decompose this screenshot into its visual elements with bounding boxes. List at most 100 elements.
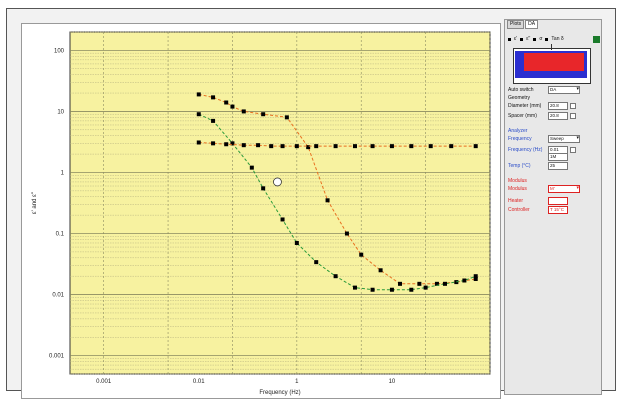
spacer-row: Spacer (mm) 20.8: [508, 112, 576, 120]
data-point[interactable]: [449, 144, 454, 149]
data-point[interactable]: [389, 287, 394, 292]
data-point[interactable]: [241, 143, 246, 148]
plot-area: 100 10 1 0.1 0.01 0.001 0.001 0.01 1 10 Frequency …: [21, 23, 501, 399]
y-tick-label: 0.001: [49, 354, 65, 360]
diameter-field[interactable]: 20.8: [548, 102, 568, 110]
data-point[interactable]: [359, 252, 364, 257]
spacer-label: Spacer (mm): [508, 113, 537, 119]
analyzer-mode-select[interactable]: Sweep: [548, 135, 580, 143]
geometry-heading: Geometry: [508, 95, 530, 101]
data-point[interactable]: [423, 285, 428, 290]
data-point[interactable]: [224, 142, 229, 147]
frequency-field-2[interactable]: 1M: [548, 153, 568, 161]
temp-label: Temp (°C): [508, 163, 531, 169]
x-tick-label: 10: [389, 379, 396, 385]
analyzer-heading: Analyzer: [508, 128, 528, 134]
data-point[interactable]: [211, 95, 216, 100]
data-point[interactable]: [378, 268, 383, 273]
auto-switch-label: Auto switch: [508, 87, 534, 93]
x-tick-label: 0.001: [96, 379, 112, 385]
data-point[interactable]: [370, 144, 375, 149]
series-legend: ε' ε'' σ Tan δ: [508, 34, 600, 44]
legend-eps-prime[interactable]: ε': [514, 36, 518, 42]
plot-background: [69, 31, 491, 375]
panel-tabs: Plots DA: [507, 20, 539, 29]
data-point[interactable]: [397, 281, 402, 286]
data-point[interactable]: [261, 186, 266, 191]
data-point[interactable]: [462, 278, 467, 283]
data-point[interactable]: [352, 285, 357, 290]
modulus-mode-select[interactable]: M': [548, 185, 580, 193]
data-point[interactable]: [325, 198, 330, 203]
data-point[interactable]: [473, 276, 478, 281]
data-point[interactable]: [344, 231, 349, 236]
data-point[interactable]: [314, 260, 319, 265]
data-point[interactable]: [211, 141, 216, 146]
data-point[interactable]: [280, 144, 285, 149]
data-point[interactable]: [249, 165, 254, 170]
tab-plots[interactable]: Plots: [507, 20, 525, 29]
y-tick-label: 10: [57, 109, 64, 115]
data-point[interactable]: [352, 144, 357, 149]
data-point[interactable]: [230, 104, 235, 109]
data-point[interactable]: [294, 144, 299, 149]
temp-row: Temp (°C) 25: [508, 162, 568, 170]
legend-marker: [520, 37, 524, 41]
temp-field[interactable]: 25: [548, 162, 568, 170]
y-axis-label: ε' and ε'': [32, 192, 38, 214]
data-point[interactable]: [196, 140, 201, 145]
dielectric-chart[interactable]: 100 10 1 0.1 0.01 0.001 0.001 0.01 1 10 Frequency …: [22, 24, 500, 398]
controller-field[interactable]: T 15°C: [548, 206, 568, 214]
data-point[interactable]: [409, 144, 414, 149]
data-point[interactable]: [211, 118, 216, 123]
data-point[interactable]: [284, 115, 289, 120]
diameter-label: Diameter (mm): [508, 103, 542, 109]
tab-da[interactable]: DA: [525, 20, 539, 29]
data-point[interactable]: [314, 144, 319, 149]
data-point[interactable]: [280, 217, 285, 222]
modulus-heading: Modulus: [508, 178, 527, 184]
legend-sigma[interactable]: σ: [539, 36, 543, 42]
data-point[interactable]: [333, 274, 338, 279]
data-point[interactable]: [224, 100, 229, 105]
data-point[interactable]: [473, 144, 478, 149]
controller-label: Controller: [508, 207, 530, 213]
spacer-field[interactable]: 20.8: [548, 112, 568, 120]
analyzer-mode-label: Frequency: [508, 136, 532, 142]
data-point[interactable]: [434, 281, 439, 286]
data-point[interactable]: [256, 143, 261, 148]
data-point[interactable]: [333, 144, 338, 149]
auto-switch-select[interactable]: DA: [548, 86, 580, 94]
data-point[interactable]: [417, 281, 422, 286]
data-point[interactable]: [473, 274, 478, 279]
frequency-checkbox[interactable]: [570, 147, 576, 153]
data-point[interactable]: [294, 240, 299, 245]
modulus-mode-row: Modulus M': [508, 185, 580, 193]
data-point[interactable]: [306, 145, 311, 150]
data-point[interactable]: [370, 287, 375, 292]
heater-field[interactable]: [548, 197, 568, 205]
data-point[interactable]: [241, 109, 246, 114]
data-point[interactable]: [261, 112, 266, 117]
y-tick-label: 0.1: [56, 232, 65, 238]
data-point[interactable]: [269, 144, 274, 149]
heater-label: Heater: [508, 198, 524, 204]
legend-eps-double-prime[interactable]: ε'': [526, 36, 531, 42]
data-point[interactable]: [409, 287, 414, 292]
data-point[interactable]: [428, 144, 433, 149]
legend-tan-delta[interactable]: Tan δ: [551, 36, 564, 42]
legend-marker: [533, 37, 537, 41]
data-point[interactable]: [196, 92, 201, 97]
sample-stem: [551, 44, 552, 50]
sample-material: [524, 53, 584, 71]
data-point[interactable]: [196, 112, 201, 117]
data-point[interactable]: [442, 281, 447, 286]
sample-visualization: [513, 44, 591, 84]
controller-row: Controller T 15°C: [508, 206, 568, 214]
data-point[interactable]: [230, 141, 235, 146]
control-panel: Plots DA ε' ε'' σ Tan δ Auto switch DA G…: [504, 19, 602, 395]
spacer-checkbox[interactable]: [570, 113, 576, 119]
diameter-checkbox[interactable]: [570, 103, 576, 109]
application-window: 100 10 1 0.1 0.01 0.001 0.001 0.01 1 10 Frequency …: [6, 8, 616, 399]
data-point[interactable]: [389, 144, 394, 149]
